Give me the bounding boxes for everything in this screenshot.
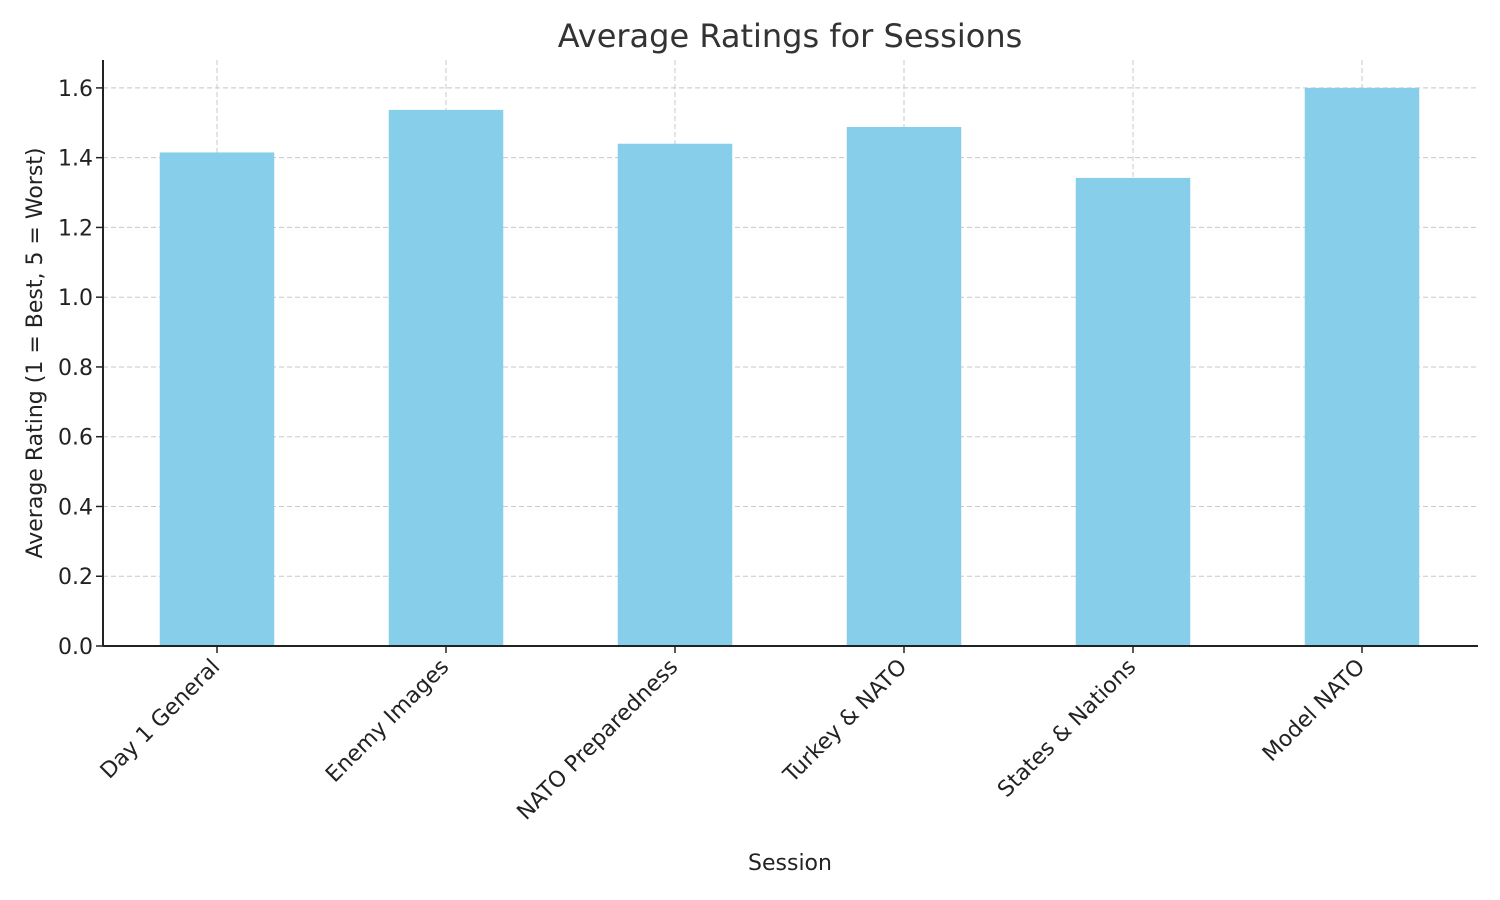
chart-title: Average Ratings for Sessions [558,17,1023,55]
y-tick-label: 0.4 [58,495,93,520]
x-tick-labels: Day 1 General Enemy Images NATO Preparedne… [96,646,1370,825]
bar [388,109,504,646]
axes [102,60,1478,647]
y-tick-label: 0.8 [58,356,93,381]
x-tick-label: Turkey & NATO [778,655,912,789]
bar [159,152,275,647]
y-tick-label: 1.4 [58,147,93,172]
y-tick-label: 0.0 [58,635,93,660]
bar [1304,87,1420,646]
y-axis-label: Average Rating (1 = Best, 5 = Worst) [23,147,48,558]
y-tick-label: 1.0 [58,286,93,311]
y-tick-label: 0.6 [58,426,93,451]
x-tick-label: NATO Preparedness [513,655,684,826]
bars [159,87,1420,647]
bar [617,143,733,646]
y-tick-label: 1.2 [58,216,93,241]
bar [846,126,962,646]
grid-lines [103,60,1478,647]
y-tick-label: 0.2 [58,565,93,590]
x-tick-label: States & Nations [993,655,1141,803]
y-tick-labels: 0.0 0.2 0.4 0.6 0.8 1.0 1.2 1.4 1.6 [58,77,103,660]
x-tick-label: Model NATO [1258,655,1370,767]
x-tick-label: Day 1 General [96,655,225,784]
y-tick-label: 1.6 [58,77,93,102]
x-tick-label: Enemy Images [321,655,454,788]
bar [1075,177,1191,646]
x-axis-label: Session [748,851,832,876]
